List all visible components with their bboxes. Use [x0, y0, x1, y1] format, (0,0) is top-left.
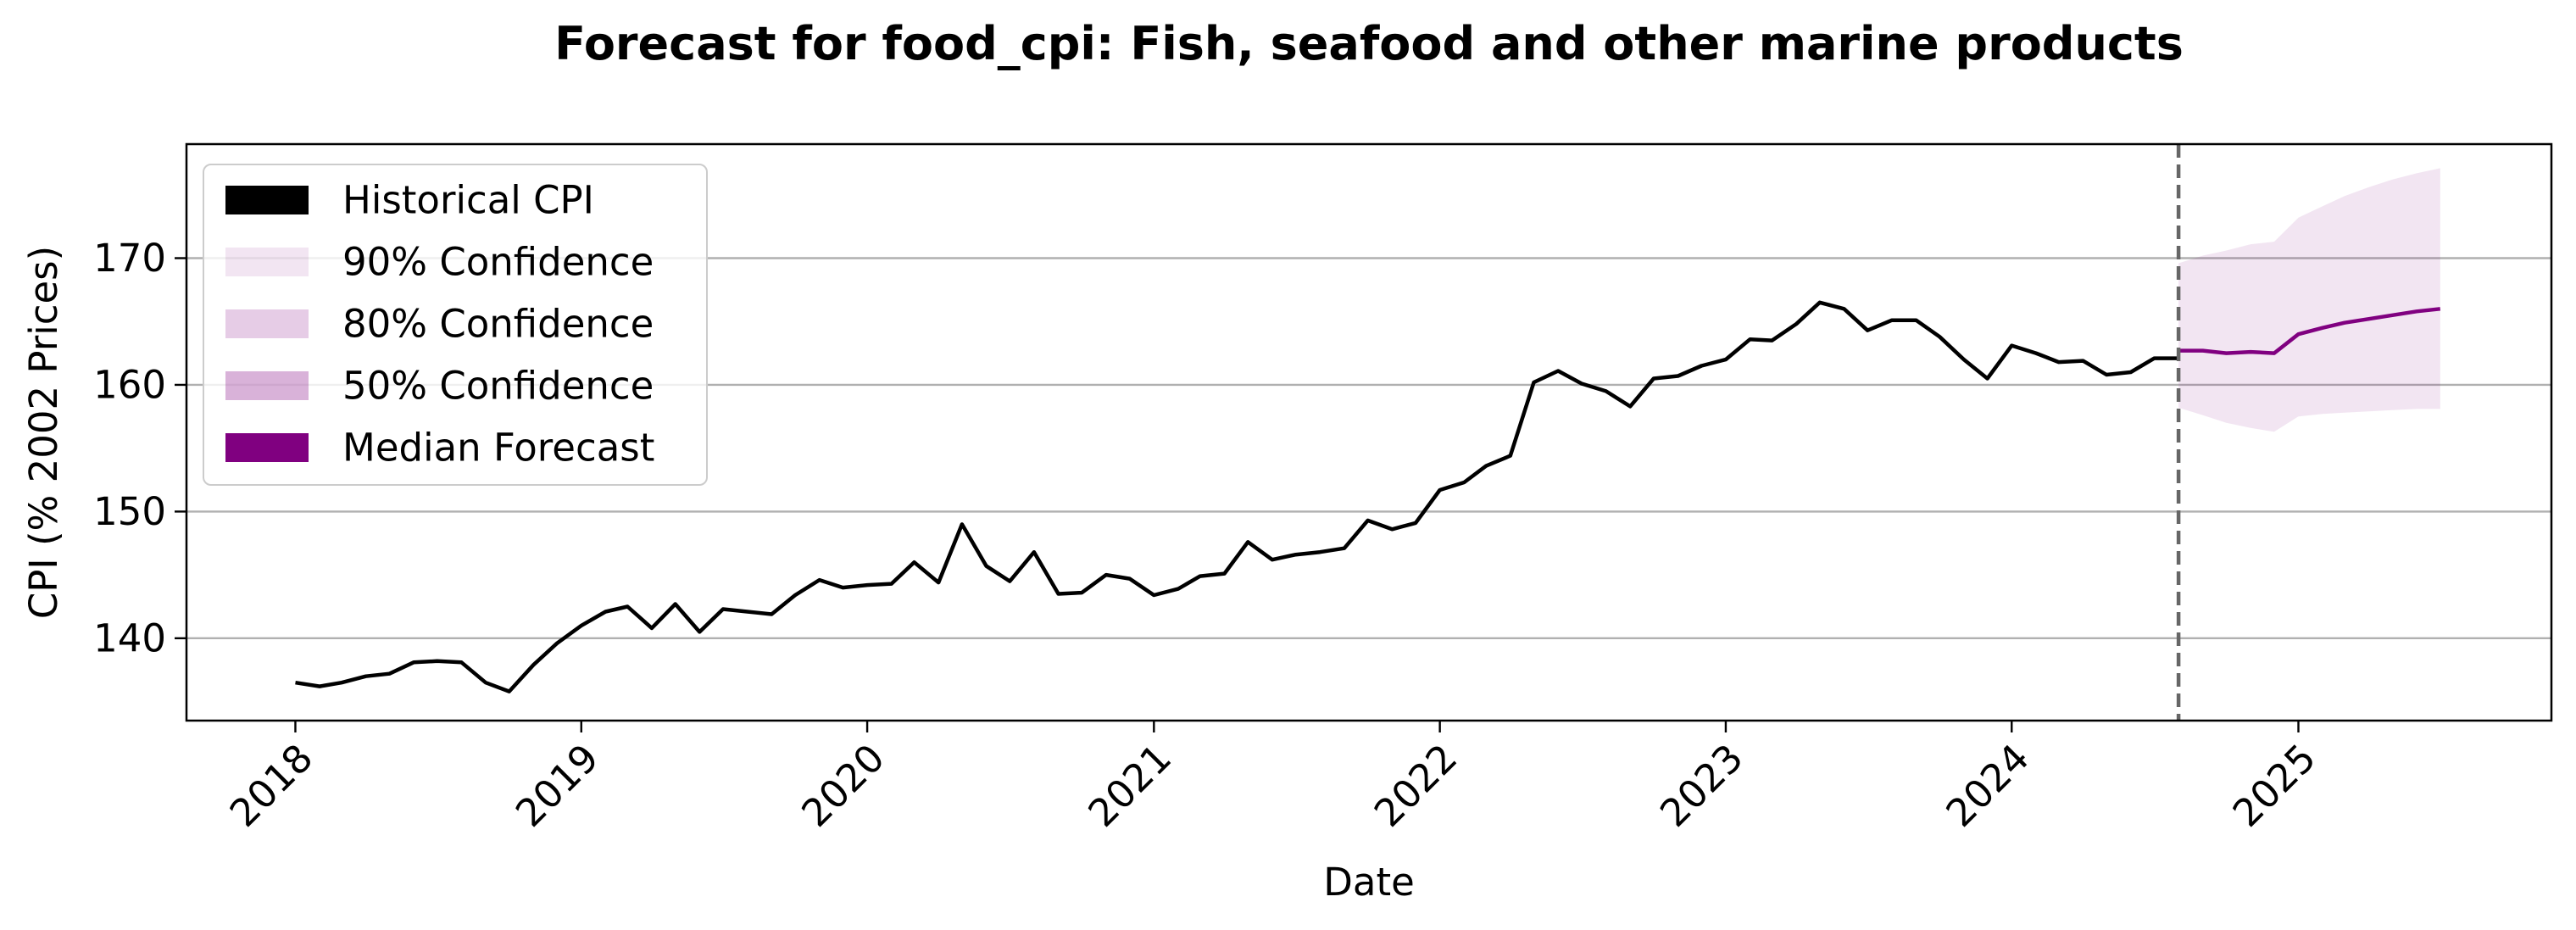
legend-label: 50% Confidence: [342, 364, 654, 409]
legend-swatch: [225, 371, 309, 400]
plot-frame: [185, 142, 2553, 722]
legend-box: [203, 164, 708, 486]
x-axis-label: Date: [1323, 860, 1415, 905]
y-tick-label: 170: [93, 236, 166, 281]
y-tick-label: 140: [93, 615, 166, 660]
median-forecast-line: [2178, 307, 2441, 355]
y-axis-ticks: 140 150 160 170: [93, 236, 186, 660]
y-axis-label: CPI (% 2002 Prices): [21, 246, 66, 619]
legend-swatch: [225, 186, 309, 214]
confidence-bands: [2178, 168, 2440, 432]
legend-swatch: [225, 309, 309, 338]
chart-title: Forecast for food_cpi: Fish, seafood and…: [554, 17, 2184, 70]
legend-label: 90% Confidence: [342, 240, 654, 285]
legend-swatch: [225, 433, 309, 462]
legend: Historical CPI 90% Confidence 80% Confiden…: [203, 164, 708, 486]
y-tick-label: 150: [93, 489, 166, 534]
legend-swatch: [225, 248, 309, 276]
series-lines: [295, 300, 2441, 693]
y-tick-label: 160: [93, 362, 166, 407]
band-90-confidence: [2178, 168, 2440, 432]
historical-cpi-line: [295, 300, 2179, 693]
legend-label: 80% Confidence: [342, 302, 654, 347]
legend-label: Median Forecast: [342, 426, 654, 471]
legend-label: Historical CPI: [342, 178, 594, 223]
